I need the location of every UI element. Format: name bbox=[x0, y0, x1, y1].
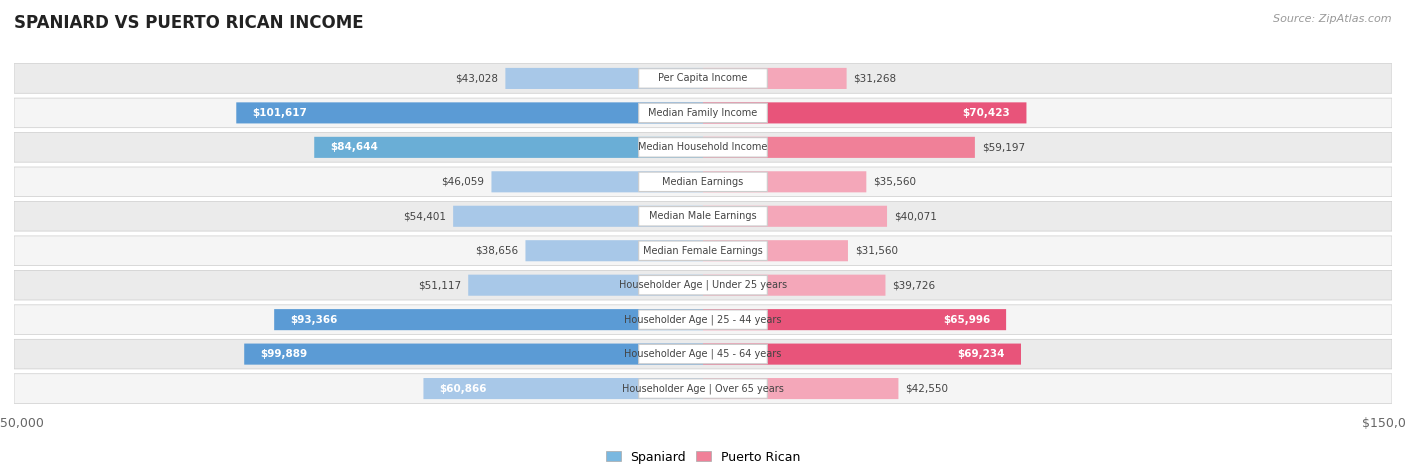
FancyBboxPatch shape bbox=[505, 68, 703, 89]
FancyBboxPatch shape bbox=[703, 344, 1021, 365]
FancyBboxPatch shape bbox=[14, 236, 1392, 266]
Text: $59,197: $59,197 bbox=[981, 142, 1025, 152]
FancyBboxPatch shape bbox=[14, 270, 1392, 300]
FancyBboxPatch shape bbox=[638, 69, 768, 88]
Text: $31,560: $31,560 bbox=[855, 246, 898, 256]
FancyBboxPatch shape bbox=[492, 171, 703, 192]
Text: $40,071: $40,071 bbox=[894, 211, 936, 221]
Text: $42,550: $42,550 bbox=[905, 383, 948, 394]
FancyBboxPatch shape bbox=[638, 310, 768, 329]
Text: $84,644: $84,644 bbox=[330, 142, 378, 152]
FancyBboxPatch shape bbox=[638, 241, 768, 261]
Text: $101,617: $101,617 bbox=[252, 108, 308, 118]
Text: $93,366: $93,366 bbox=[290, 315, 337, 325]
FancyBboxPatch shape bbox=[14, 374, 1392, 403]
FancyBboxPatch shape bbox=[638, 172, 768, 191]
FancyBboxPatch shape bbox=[703, 137, 974, 158]
FancyBboxPatch shape bbox=[638, 103, 768, 123]
FancyBboxPatch shape bbox=[274, 309, 703, 330]
Text: $31,268: $31,268 bbox=[853, 73, 897, 84]
FancyBboxPatch shape bbox=[638, 138, 768, 157]
FancyBboxPatch shape bbox=[703, 68, 846, 89]
FancyBboxPatch shape bbox=[14, 201, 1392, 231]
Text: Median Earnings: Median Earnings bbox=[662, 177, 744, 187]
FancyBboxPatch shape bbox=[245, 344, 703, 365]
FancyBboxPatch shape bbox=[14, 64, 1392, 93]
Text: $54,401: $54,401 bbox=[404, 211, 446, 221]
Text: SPANIARD VS PUERTO RICAN INCOME: SPANIARD VS PUERTO RICAN INCOME bbox=[14, 14, 364, 32]
Text: $35,560: $35,560 bbox=[873, 177, 917, 187]
FancyBboxPatch shape bbox=[14, 340, 1392, 369]
Text: $38,656: $38,656 bbox=[475, 246, 519, 256]
FancyBboxPatch shape bbox=[703, 240, 848, 261]
Legend: Spaniard, Puerto Rican: Spaniard, Puerto Rican bbox=[600, 446, 806, 467]
FancyBboxPatch shape bbox=[14, 98, 1392, 127]
FancyBboxPatch shape bbox=[14, 305, 1392, 334]
Text: $39,726: $39,726 bbox=[893, 280, 935, 290]
FancyBboxPatch shape bbox=[526, 240, 703, 261]
FancyBboxPatch shape bbox=[638, 206, 768, 226]
Text: $51,117: $51,117 bbox=[418, 280, 461, 290]
FancyBboxPatch shape bbox=[703, 378, 898, 399]
Text: $46,059: $46,059 bbox=[441, 177, 485, 187]
Text: $60,866: $60,866 bbox=[440, 383, 486, 394]
FancyBboxPatch shape bbox=[236, 102, 703, 123]
FancyBboxPatch shape bbox=[703, 206, 887, 227]
FancyBboxPatch shape bbox=[703, 171, 866, 192]
FancyBboxPatch shape bbox=[314, 137, 703, 158]
Text: $69,234: $69,234 bbox=[957, 349, 1005, 359]
FancyBboxPatch shape bbox=[468, 275, 703, 296]
FancyBboxPatch shape bbox=[14, 133, 1392, 162]
Text: Source: ZipAtlas.com: Source: ZipAtlas.com bbox=[1274, 14, 1392, 24]
FancyBboxPatch shape bbox=[638, 379, 768, 398]
Text: Householder Age | Over 65 years: Householder Age | Over 65 years bbox=[621, 383, 785, 394]
Text: Householder Age | Under 25 years: Householder Age | Under 25 years bbox=[619, 280, 787, 290]
FancyBboxPatch shape bbox=[703, 309, 1007, 330]
Text: $70,423: $70,423 bbox=[963, 108, 1011, 118]
Text: Median Female Earnings: Median Female Earnings bbox=[643, 246, 763, 256]
Text: Median Male Earnings: Median Male Earnings bbox=[650, 211, 756, 221]
Text: $65,996: $65,996 bbox=[943, 315, 990, 325]
FancyBboxPatch shape bbox=[703, 275, 886, 296]
FancyBboxPatch shape bbox=[638, 344, 768, 364]
FancyBboxPatch shape bbox=[453, 206, 703, 227]
Text: Median Family Income: Median Family Income bbox=[648, 108, 758, 118]
Text: Householder Age | 45 - 64 years: Householder Age | 45 - 64 years bbox=[624, 349, 782, 359]
FancyBboxPatch shape bbox=[638, 276, 768, 295]
FancyBboxPatch shape bbox=[423, 378, 703, 399]
Text: $43,028: $43,028 bbox=[456, 73, 499, 84]
Text: Median Household Income: Median Household Income bbox=[638, 142, 768, 152]
FancyBboxPatch shape bbox=[703, 102, 1026, 123]
Text: Householder Age | 25 - 44 years: Householder Age | 25 - 44 years bbox=[624, 314, 782, 325]
FancyBboxPatch shape bbox=[14, 167, 1392, 197]
Text: Per Capita Income: Per Capita Income bbox=[658, 73, 748, 84]
Text: $99,889: $99,889 bbox=[260, 349, 308, 359]
